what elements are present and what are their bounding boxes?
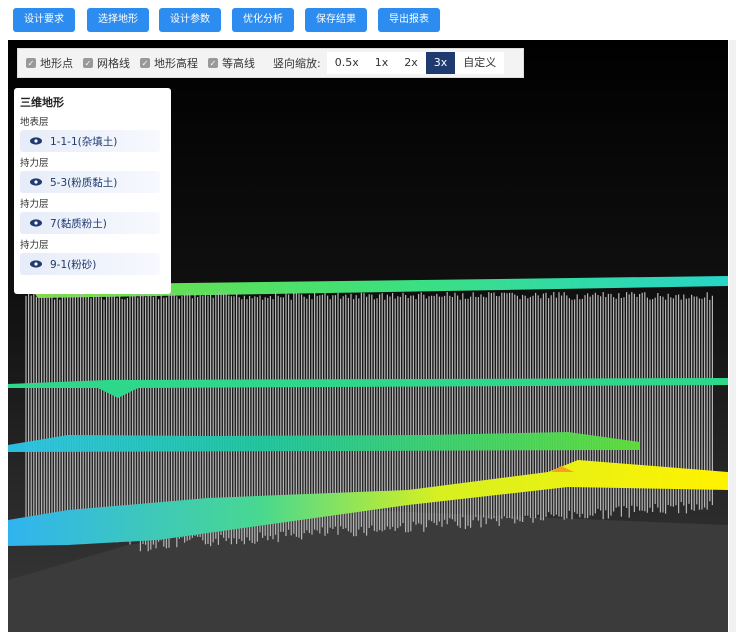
- checkbox-box[interactable]: ✓: [26, 58, 36, 68]
- layer-name: 9-1(粉砂): [50, 258, 97, 271]
- scale-option[interactable]: 0.5x: [326, 52, 367, 74]
- layer-name: 7(黏质粉土): [50, 217, 107, 230]
- scale-option[interactable]: 3x: [425, 52, 456, 74]
- toolbar-button[interactable]: 优化分析: [232, 8, 294, 32]
- scale-label: 竖向缩放:: [273, 57, 321, 70]
- layer-item[interactable]: 9-1(粉砂): [20, 253, 160, 275]
- toolbar-button[interactable]: 设计参数: [159, 8, 221, 32]
- checkbox[interactable]: ✓ 等高线: [208, 55, 255, 71]
- scale-option[interactable]: 1x: [366, 52, 397, 74]
- toolbar-button[interactable]: 保存结果: [305, 8, 367, 32]
- layer-item[interactable]: 5-3(粉质黏土): [20, 171, 160, 193]
- layer-item[interactable]: 7(黏质粉土): [20, 212, 160, 234]
- layer-list: 地表层 1-1-1(杂填土) 持力层 5-3(粉质黏土) 持力层 7(黏质粉土) 持力层 9-…: [20, 114, 165, 275]
- scale-option[interactable]: 自定义: [455, 52, 505, 74]
- layer-item[interactable]: 1-1-1(杂填土): [20, 130, 160, 152]
- layer-name: 5-3(粉质黏土): [50, 176, 118, 189]
- layer-name: 1-1-1(杂填土): [50, 135, 118, 148]
- toolbar-button[interactable]: 导出报表: [378, 8, 440, 32]
- terrain-3d-view[interactable]: [8, 40, 728, 632]
- checkbox-box[interactable]: ✓: [140, 58, 150, 68]
- checkbox-label[interactable]: 地形高程: [154, 57, 198, 70]
- checkbox[interactable]: ✓ 网格线: [83, 55, 130, 71]
- checkbox[interactable]: ✓ 地形点: [26, 55, 73, 71]
- scale-option[interactable]: 2x: [396, 52, 426, 74]
- layer-group: 持力层: [20, 199, 49, 210]
- layer-group: 地表层: [20, 117, 49, 128]
- checkbox-box[interactable]: ✓: [208, 58, 218, 68]
- surface-layer: [28, 276, 728, 298]
- toolbar-button[interactable]: 选择地形: [87, 8, 149, 32]
- boreholes: [25, 292, 713, 552]
- ground: [8, 510, 728, 632]
- checkbox-label[interactable]: 网格线: [97, 57, 130, 70]
- eye-icon[interactable]: [30, 137, 42, 145]
- checkbox-label[interactable]: 等高线: [222, 57, 255, 70]
- layer-3: [8, 432, 640, 452]
- eye-icon[interactable]: [30, 219, 42, 227]
- eye-icon[interactable]: [30, 260, 42, 268]
- eye-icon[interactable]: [30, 178, 42, 186]
- checkbox[interactable]: ✓ 地形高程: [140, 55, 198, 71]
- toolbar-button[interactable]: 设计要求: [13, 8, 75, 32]
- layer-group: 持力层: [20, 158, 49, 169]
- layer-4: [8, 460, 728, 546]
- panel-title: 三维地形: [20, 96, 64, 109]
- layer-group: 持力层: [20, 240, 49, 251]
- layer-4-peak: [551, 466, 574, 472]
- layer-2: [8, 378, 728, 398]
- checkbox-box[interactable]: ✓: [83, 58, 93, 68]
- checkbox-label[interactable]: 地形点: [40, 57, 73, 70]
- view-options-bar: ✓ 地形点 ✓ 网格线 ✓ 地形高程 ✓ 等高线 竖向缩放: 0.5x 1x 2x 3x 自定义: [17, 48, 524, 78]
- scrollbar[interactable]: [729, 40, 736, 632]
- layer-panel: 三维地形 地表层 1-1-1(杂填土) 持力层 5-3(粉质黏土) 持力层 7(黏质粉土)…: [14, 88, 171, 294]
